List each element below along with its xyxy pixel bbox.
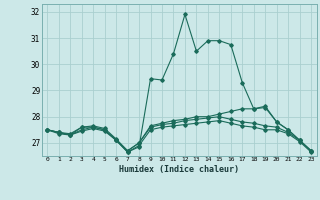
X-axis label: Humidex (Indice chaleur): Humidex (Indice chaleur) [119, 165, 239, 174]
